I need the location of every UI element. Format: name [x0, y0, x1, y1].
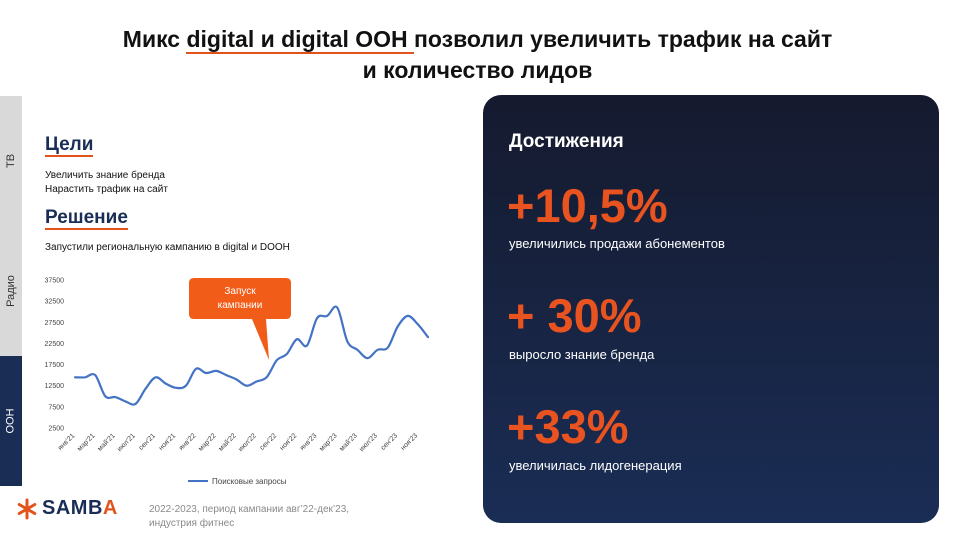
- x-tick-label: янв'23: [299, 432, 319, 452]
- kpi-value-leads: +33%: [507, 400, 629, 453]
- chart-legend: Поисковые запросы: [188, 477, 287, 486]
- search-queries-chart: 37500 32500 27500 22500 17500 12500 7500 2500 я…: [45, 278, 430, 486]
- logo-word-end: A: [102, 497, 118, 519]
- y-tick-label: 37500: [45, 278, 65, 285]
- x-tick-label: сен'23: [380, 432, 399, 451]
- y-tick-label: 12500: [45, 383, 65, 390]
- slide-title: Микс digital и digital OOH позволил увел…: [0, 24, 955, 86]
- y-tick-label: 17500: [45, 362, 65, 369]
- callout-bubble: [189, 278, 291, 360]
- side-tab-tv[interactable]: ТВ: [0, 96, 22, 226]
- goals-heading-text: Цели: [45, 134, 94, 157]
- side-tab-label: ТВ: [5, 153, 17, 169]
- x-tick-label: сен'22: [259, 432, 278, 451]
- y-tick-label: 7500: [48, 404, 64, 411]
- slide-title-line1: Микс digital и digital OOH позволил увел…: [0, 24, 955, 55]
- slide-title-line2: и количество лидов: [362, 57, 593, 83]
- solution-heading-text: Решение: [45, 207, 128, 230]
- x-tick-label: июл'22: [237, 432, 258, 453]
- side-tab-label: Радио: [5, 275, 17, 307]
- footnote-line2: индустрия фитнес: [149, 518, 235, 529]
- x-tick-label: сен'21: [138, 432, 157, 451]
- x-tick-label: янв'22: [178, 432, 198, 452]
- x-tick-label: май'22: [217, 432, 238, 453]
- goals-heading: Цели: [45, 134, 94, 157]
- kpi-label-leads: увеличилась лидогенерация: [509, 458, 682, 473]
- callout-line2: кампании: [218, 300, 263, 311]
- x-tick-label: мар'22: [197, 432, 217, 452]
- goal-item: Нарастить трафик на сайт: [45, 184, 168, 195]
- achievements-panel: Достижения +10,5% увеличились продажи аб…: [483, 95, 939, 523]
- callout-line1: Запуск: [224, 286, 256, 297]
- kpi-label-sales: увеличились продажи абонементов: [509, 236, 725, 251]
- x-tick-label: июл'23: [358, 432, 379, 453]
- samba-logo: SAMBA: [16, 497, 118, 520]
- y-tick-label: 22500: [45, 341, 65, 348]
- side-tab-ooh[interactable]: OOH: [0, 356, 22, 486]
- x-tick-label: ноя'21: [158, 432, 178, 452]
- kpi-value-sales: +10,5%: [507, 179, 668, 232]
- x-axis-ticks: янв'21 мар'21 май'21 июл'21 сен'21 ноя'21 янв'…: [57, 432, 419, 453]
- y-axis-ticks: 37500 32500 27500 22500 17500 12500 7500 2500: [45, 278, 65, 433]
- kpi-value-awareness: + 30%: [507, 289, 642, 342]
- x-tick-label: май'23: [338, 432, 359, 453]
- y-tick-label: 27500: [45, 320, 65, 327]
- y-tick-label: 32500: [45, 299, 65, 306]
- legend-label: Поисковые запросы: [212, 477, 287, 486]
- x-tick-label: ноя'22: [279, 432, 299, 452]
- solution-text: Запустили региональную кампанию в digita…: [45, 242, 290, 253]
- side-tab-label: OOH: [5, 408, 17, 434]
- x-tick-label: мар'23: [318, 432, 338, 452]
- logo-word-start: SAMB: [42, 497, 103, 519]
- series-line-search-queries: [73, 305, 430, 406]
- goal-item: Увеличить знание бренда: [45, 170, 165, 181]
- title-underlined: digital и digital OOH: [186, 26, 415, 54]
- y-tick-label: 2500: [48, 426, 64, 433]
- title-part2: позволил увеличить трафик на сайт: [414, 26, 833, 52]
- asterisk-icon: [17, 498, 37, 519]
- kpi-label-awareness: выросло знание бренда: [509, 347, 655, 362]
- footnote-line1: 2022-2023, период кампании авг’22-дек’23…: [149, 504, 350, 515]
- x-tick-label: ноя'23: [400, 432, 420, 452]
- logo-wordmark: SAMBA: [42, 497, 118, 520]
- footnote: 2022-2023, период кампании авг’22-дек’23…: [149, 503, 389, 531]
- x-tick-label: мар'21: [76, 432, 96, 452]
- x-tick-label: май'21: [96, 432, 117, 453]
- side-tab-radio[interactable]: Радио: [0, 226, 22, 356]
- title-part1: Микс: [122, 26, 187, 52]
- x-tick-label: янв'21: [57, 432, 77, 452]
- x-tick-label: июл'21: [116, 432, 137, 453]
- achievements-title: Достижения: [509, 131, 624, 152]
- solution-heading: Решение: [45, 207, 128, 230]
- callout-launch: Запуск кампании: [189, 278, 291, 360]
